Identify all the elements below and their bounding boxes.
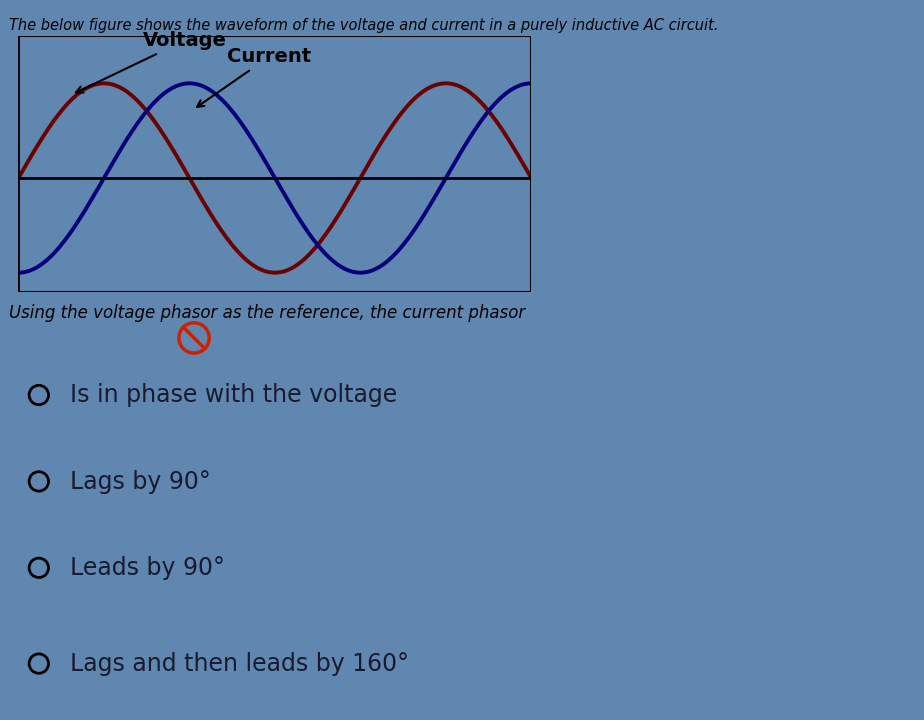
Text: Using the voltage phasor as the reference, the current phasor: Using the voltage phasor as the referenc… <box>9 304 526 322</box>
Text: Voltage: Voltage <box>76 31 226 93</box>
Text: Is in phase with the voltage: Is in phase with the voltage <box>70 383 397 408</box>
Text: Current: Current <box>197 48 311 107</box>
Text: Leads by 90°: Leads by 90° <box>70 556 225 580</box>
Text: The below figure shows the waveform of the voltage and current in a purely induc: The below figure shows the waveform of t… <box>9 18 719 33</box>
Text: Lags by 90°: Lags by 90° <box>70 469 211 494</box>
Text: Lags and then leads by 160°: Lags and then leads by 160° <box>70 652 409 676</box>
